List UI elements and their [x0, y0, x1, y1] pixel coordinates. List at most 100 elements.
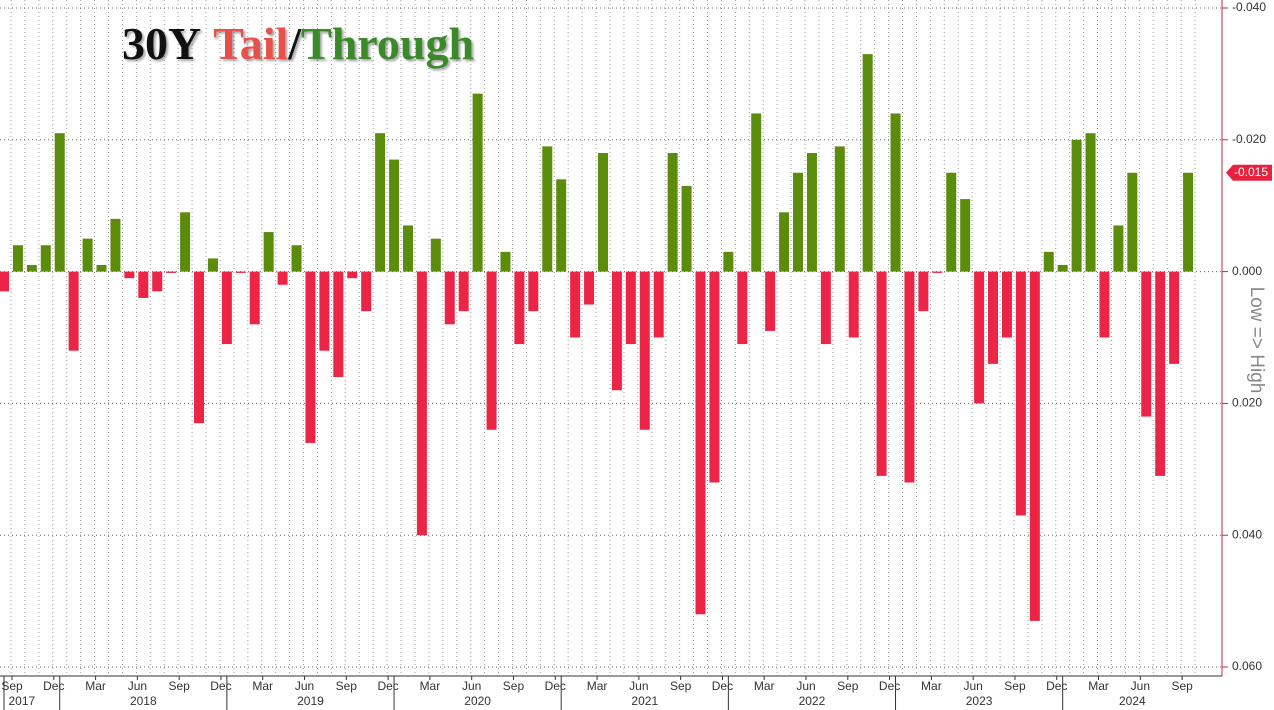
x-tick-label: Dec	[210, 679, 231, 693]
bar	[1043, 251, 1054, 272]
x-tick-label: Sep	[670, 679, 692, 693]
bar	[1155, 271, 1166, 476]
grid	[0, 0, 1222, 676]
bar	[556, 179, 567, 272]
bar	[1183, 172, 1194, 272]
bar	[221, 271, 232, 345]
x-tick-label: Dec	[1046, 679, 1067, 693]
bar	[402, 225, 413, 272]
bar	[1169, 271, 1180, 364]
x-tick-label: Sep	[1004, 679, 1026, 693]
bar	[625, 271, 636, 345]
bar	[932, 271, 943, 273]
year-label: 2022	[799, 694, 826, 708]
bar	[1141, 271, 1152, 417]
x-tick-label: Sep	[837, 679, 859, 693]
x-tick-label: Mar	[420, 679, 441, 693]
bar	[444, 271, 455, 325]
bar	[82, 238, 93, 272]
bar	[611, 271, 622, 391]
bar	[960, 199, 971, 272]
bar	[263, 232, 274, 272]
x-tick-label: Jun	[963, 679, 982, 693]
bar	[514, 271, 525, 345]
year-label: 2020	[464, 694, 491, 708]
bar	[1015, 271, 1026, 516]
x-tick-label: Jun	[128, 679, 147, 693]
bar	[848, 271, 859, 338]
bar	[528, 271, 539, 312]
last-value-tag	[1226, 164, 1272, 181]
x-tick-label: Sep	[1, 679, 23, 693]
x-tick-label: Dec	[545, 679, 566, 693]
chart-title: 30Y Tail/Through	[122, 18, 474, 69]
year-label: 2021	[631, 694, 658, 708]
bar	[1029, 271, 1040, 621]
bar	[207, 258, 218, 272]
bar	[765, 271, 776, 331]
bar	[681, 185, 692, 272]
x-tick-label: Mar	[587, 679, 608, 693]
bar	[820, 271, 831, 345]
bar	[584, 271, 595, 305]
year-label: 2019	[297, 694, 324, 708]
bar	[862, 54, 873, 272]
bar	[194, 271, 205, 424]
bar	[1085, 133, 1096, 272]
y-tick-label: 0.000	[1232, 264, 1262, 278]
bar	[472, 93, 483, 272]
bars	[0, 54, 1194, 621]
bar	[793, 172, 804, 272]
bar	[876, 271, 887, 476]
bar	[834, 146, 845, 272]
last-value-label: -0.015	[1234, 165, 1268, 179]
bar	[737, 271, 748, 345]
bar	[486, 271, 497, 430]
bar	[96, 265, 107, 272]
x-tick-label: Mar	[252, 679, 273, 693]
bar	[988, 271, 999, 364]
bar	[152, 271, 163, 292]
bar	[709, 271, 720, 483]
title-part: Tail	[213, 18, 288, 69]
bar	[389, 159, 400, 272]
bar	[138, 271, 149, 298]
y-tick-label: 0.060	[1232, 659, 1262, 673]
bar	[723, 251, 734, 272]
bar	[180, 212, 191, 272]
x-tick-label: Dec	[712, 679, 733, 693]
year-label: 2017	[9, 694, 36, 708]
bar	[1071, 139, 1082, 272]
title-part: 30Y	[122, 18, 201, 69]
year-label: 2023	[966, 694, 993, 708]
bar	[0, 271, 9, 292]
bar	[277, 271, 288, 285]
x-tick-label: Sep	[168, 679, 190, 693]
y-tick-label: 0.040	[1232, 527, 1262, 541]
bar	[890, 113, 901, 272]
x-tick-label: Mar	[1088, 679, 1109, 693]
bar	[249, 271, 260, 325]
bar	[333, 271, 344, 378]
bar	[319, 271, 330, 351]
bar	[751, 113, 762, 272]
x-tick-label: Mar	[754, 679, 775, 693]
year-label: 2018	[130, 694, 157, 708]
bar	[597, 152, 608, 272]
x-tick-label: Jun	[462, 679, 481, 693]
bar	[291, 245, 302, 272]
bar	[416, 271, 427, 536]
bar	[695, 271, 706, 615]
bar	[430, 238, 441, 272]
bar	[68, 271, 79, 351]
y-tick-label: -0.020	[1232, 132, 1266, 146]
bar	[124, 271, 135, 279]
bar	[1001, 271, 1012, 338]
y-tick-label: 0.020	[1232, 396, 1262, 410]
bar	[904, 271, 915, 483]
bar	[639, 271, 650, 430]
bar	[1099, 271, 1110, 338]
bar	[26, 265, 37, 272]
